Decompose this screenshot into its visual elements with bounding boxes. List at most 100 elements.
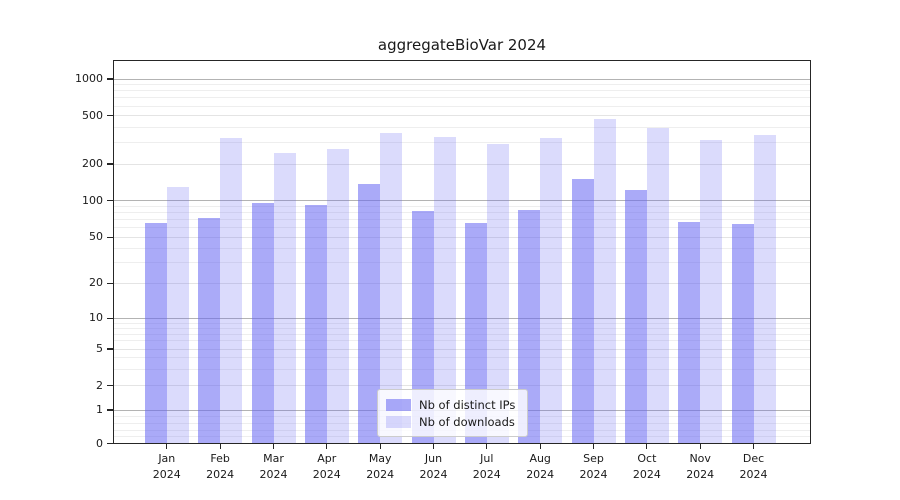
x-tick — [646, 444, 648, 449]
legend-item-downloads: Nb of downloads — [386, 413, 519, 430]
bar-downloads-aug — [540, 137, 563, 444]
gridline — [113, 385, 811, 387]
bar-distinct-ips-feb — [198, 218, 221, 444]
y-tick-label: 10 — [89, 311, 103, 325]
gridline — [113, 90, 811, 92]
y-tick-label: 500 — [82, 108, 103, 122]
bar-distinct-ips-apr — [304, 205, 327, 444]
bar-downloads-apr — [326, 149, 349, 444]
bar-downloads-nov — [700, 139, 723, 444]
y-tick — [107, 348, 113, 350]
bar-distinct-ips-jun — [411, 211, 434, 444]
y-tick-label: 0 — [96, 436, 103, 450]
gridline — [113, 322, 811, 324]
gridline — [113, 340, 811, 342]
x-tick — [166, 444, 168, 449]
bar-downloads-jun — [433, 137, 456, 444]
x-tick — [592, 444, 595, 449]
y-tick — [107, 115, 113, 117]
bar-distinct-ips-aug — [518, 209, 541, 444]
y-tick — [107, 282, 113, 284]
gridline — [113, 84, 811, 86]
gridline — [113, 105, 811, 107]
bar-distinct-ips-oct — [624, 190, 647, 444]
x-tick-label: Mar 2024 — [259, 452, 288, 481]
gridline — [113, 262, 811, 264]
bar-downloads-jan — [166, 186, 189, 444]
gridline — [113, 212, 811, 213]
x-tick-label: Apr 2024 — [312, 452, 341, 481]
x-tick — [272, 444, 275, 449]
legend-swatch-downloads — [386, 415, 411, 428]
y-tick — [107, 163, 113, 165]
y-tick-label: 5 — [96, 342, 103, 355]
x-tick-label: Oct 2024 — [632, 452, 661, 481]
gridline — [113, 163, 811, 165]
plot-area — [113, 60, 811, 444]
x-tick — [432, 444, 435, 449]
bar-distinct-ips-may — [358, 184, 381, 444]
y-tick — [107, 236, 113, 238]
bar-distinct-ips-dec — [731, 224, 754, 444]
y-tick-label: 1 — [96, 403, 103, 416]
bar-downloads-mar — [273, 152, 296, 444]
bar-distinct-ips-jan — [144, 222, 167, 444]
x-tick — [539, 444, 541, 449]
x-tick-label: Jun 2024 — [419, 452, 448, 481]
gridline — [113, 97, 811, 99]
gridline — [113, 127, 811, 128]
legend-label-downloads: Nb of downloads — [419, 414, 515, 429]
gridline — [113, 282, 811, 284]
legend-swatch-distinct-ips — [386, 398, 411, 411]
y-tick-label: 100 — [82, 193, 103, 207]
gridline — [113, 78, 811, 80]
chart-title: aggregateBioVar 2024 — [377, 36, 547, 54]
gridline — [113, 236, 811, 238]
y-tick — [107, 442, 113, 445]
x-tick-label: Dec 2024 — [739, 452, 768, 481]
gridline — [113, 115, 811, 117]
y-tick — [107, 200, 113, 202]
bar-distinct-ips-sep — [571, 179, 594, 444]
x-tick-label: Feb 2024 — [206, 452, 235, 481]
gridline — [113, 317, 811, 319]
bar-distinct-ips-mar — [251, 203, 274, 444]
x-tick — [326, 444, 328, 449]
bar-downloads-sep — [593, 119, 616, 444]
y-tick-label: 200 — [82, 157, 103, 170]
x-tick-label: Aug 2024 — [526, 452, 555, 481]
bar-distinct-ips-nov — [678, 221, 701, 444]
x-tick-label: May 2024 — [366, 452, 395, 481]
gridline — [113, 333, 811, 335]
gridline — [113, 327, 811, 329]
x-tick — [219, 444, 221, 449]
y-tick-label: 20 — [89, 276, 103, 290]
x-tick-label: Jan 2024 — [152, 452, 181, 481]
y-tick — [107, 385, 113, 387]
gridline — [113, 369, 811, 370]
legend: Nb of distinct IPs Nb of downloads — [377, 389, 528, 437]
bar-downloads-dec — [753, 134, 776, 444]
y-tick-label: 50 — [89, 230, 103, 244]
gridline — [113, 248, 811, 249]
gridline — [113, 357, 811, 359]
y-tick — [107, 409, 113, 411]
gridline — [113, 348, 811, 350]
y-tick-label: 2 — [96, 378, 103, 392]
gridline — [113, 205, 811, 207]
gridline — [113, 219, 811, 220]
x-tick-label: Sep 2024 — [579, 452, 608, 481]
y-tick — [107, 317, 113, 319]
legend-label-distinct-ips: Nb of distinct IPs — [419, 397, 516, 412]
x-tick-label: Nov 2024 — [686, 452, 715, 481]
gridline — [113, 200, 811, 202]
x-tick — [699, 444, 701, 449]
x-tick — [379, 444, 381, 449]
y-tick-label: 1000 — [75, 72, 103, 85]
legend-item-distinct-ips: Nb of distinct IPs — [386, 396, 519, 413]
bar-downloads-oct — [646, 127, 669, 444]
bar-distinct-ips-jul — [464, 222, 487, 444]
gridline — [113, 142, 811, 144]
bar-downloads-jul — [486, 143, 509, 444]
